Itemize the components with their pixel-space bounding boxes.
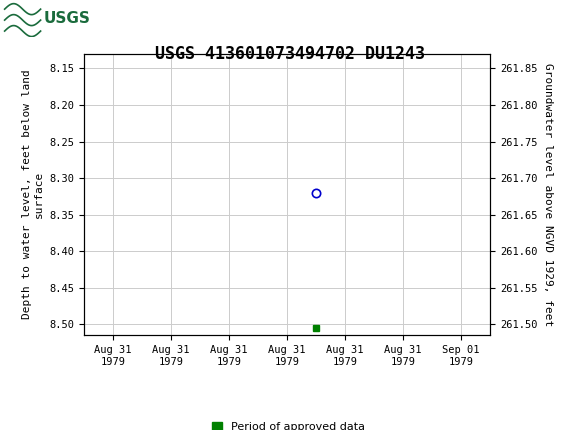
Y-axis label: Depth to water level, feet below land
surface: Depth to water level, feet below land su…: [22, 70, 44, 319]
Y-axis label: Groundwater level above NGVD 1929, feet: Groundwater level above NGVD 1929, feet: [543, 63, 553, 326]
FancyBboxPatch shape: [3, 3, 78, 34]
Legend: Period of approved data: Period of approved data: [205, 418, 369, 430]
Text: USGS 413601073494702 DU1243: USGS 413601073494702 DU1243: [155, 45, 425, 63]
Text: USGS: USGS: [44, 11, 90, 26]
